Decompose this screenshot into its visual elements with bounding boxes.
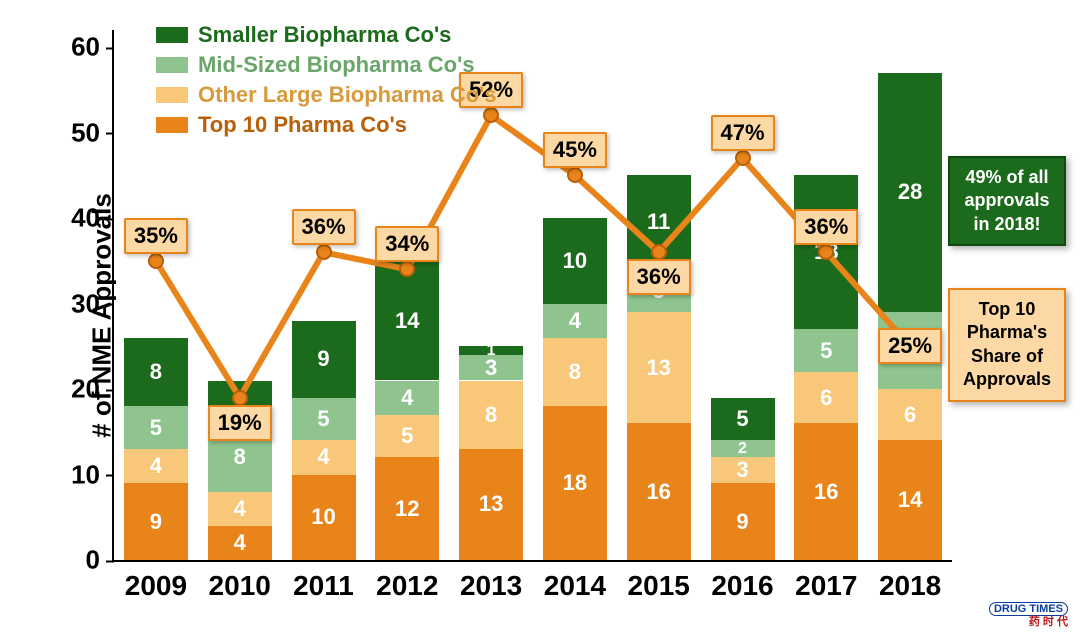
bar-segment-otherLarge: 5: [375, 415, 439, 458]
legend-item: Mid-Sized Biopharma Co's: [156, 52, 497, 78]
x-category: 2018: [868, 560, 952, 602]
line-marker: [316, 244, 332, 260]
bar-segment-midSized: 5: [292, 398, 356, 441]
bar-segment-otherLarge: 8: [459, 381, 523, 449]
legend-label: Mid-Sized Biopharma Co's: [198, 52, 475, 78]
line-marker: [818, 244, 834, 260]
line-marker: [399, 261, 415, 277]
watermark-brand1: DRUG TIMES: [989, 602, 1068, 616]
pct-label: 47%: [710, 115, 774, 151]
x-category: 2009: [114, 560, 198, 602]
x-category: 2014: [533, 560, 617, 602]
bar-segment-top10: 9: [711, 483, 775, 560]
y-tick: 10: [71, 459, 114, 490]
bar-segment-smaller: 14: [375, 261, 439, 381]
bar-segment-top10: 18: [543, 406, 607, 560]
pct-label: 19%: [208, 405, 272, 441]
line-marker: [148, 253, 164, 269]
watermark-brand2: 药 时 代: [1029, 616, 1068, 628]
x-category: 2013: [449, 560, 533, 602]
bar-segment-top10: 16: [627, 423, 691, 560]
bar-segment-top10: 12: [375, 457, 439, 560]
line-marker: [735, 150, 751, 166]
bar-segment-otherLarge: 6: [878, 389, 942, 440]
bar-segment-midSized: 2: [711, 440, 775, 457]
bar-segment-smaller: 1: [459, 346, 523, 355]
bar-segment-top10: 9: [124, 483, 188, 560]
y-tick: 60: [71, 32, 114, 63]
legend-label: Smaller Biopharma Co's: [198, 22, 451, 48]
x-category: 2015: [617, 560, 701, 602]
y-tick: 50: [71, 117, 114, 148]
bar-segment-otherLarge: 4: [292, 440, 356, 474]
bar-segment-top10: 10: [292, 475, 356, 560]
bar-segment-midSized: 4: [543, 304, 607, 338]
legend: Smaller Biopharma Co's Mid-Sized Biopharm…: [156, 22, 497, 142]
chart-container: # of NME Approvals Smaller Biopharma Co'…: [0, 0, 1080, 634]
bar-segment-otherLarge: 8: [543, 338, 607, 406]
bar-segment-otherLarge: 4: [208, 492, 272, 526]
legend-swatch: [156, 57, 188, 73]
x-category: 2017: [784, 560, 868, 602]
pct-label: 25%: [878, 328, 942, 364]
line-marker: [567, 167, 583, 183]
legend-swatch: [156, 27, 188, 43]
bar-segment-otherLarge: 13: [627, 312, 691, 423]
x-category: 2012: [365, 560, 449, 602]
x-category: 2016: [701, 560, 785, 602]
pct-label: 36%: [627, 259, 691, 295]
pct-label: 36%: [291, 209, 355, 245]
line-marker: [232, 390, 248, 406]
bar-segment-midSized: 4: [375, 381, 439, 415]
callout-49pct: 49% of all approvals in 2018!: [948, 156, 1066, 246]
bar-segment-smaller: 10: [543, 218, 607, 303]
bar-segment-top10: 16: [794, 423, 858, 560]
bar-segment-top10: 13: [459, 449, 523, 560]
pct-label: 45%: [543, 132, 607, 168]
bar-segment-midSized: 5: [124, 406, 188, 449]
bar-segment-midSized: 5: [794, 329, 858, 372]
bar-segment-otherLarge: 6: [794, 372, 858, 423]
line-marker: [651, 244, 667, 260]
y-tick: 0: [86, 545, 114, 576]
legend-label: Top 10 Pharma Co's: [198, 112, 407, 138]
bar-segment-otherLarge: 4: [124, 449, 188, 483]
legend-swatch: [156, 117, 188, 133]
legend-label: Other Large Biopharma Co's: [198, 82, 497, 108]
bar-segment-otherLarge: 3: [711, 457, 775, 483]
pct-label: 36%: [794, 209, 858, 245]
bar-segment-top10: 4: [208, 526, 272, 560]
watermark: DRUG TIMES 药 时 代: [989, 602, 1068, 628]
legend-item: Top 10 Pharma Co's: [156, 112, 497, 138]
y-tick: 40: [71, 203, 114, 234]
x-category: 2010: [198, 560, 282, 602]
x-category: 2011: [282, 560, 366, 602]
callout-share: Top 10 Pharma's Share of Approvals: [948, 288, 1066, 402]
bar-segment-smaller: 9: [292, 321, 356, 398]
bar-segment-smaller: 5: [711, 398, 775, 441]
legend-item: Smaller Biopharma Co's: [156, 22, 497, 48]
legend-swatch: [156, 87, 188, 103]
bar-segment-top10: 14: [878, 440, 942, 560]
pct-label: 35%: [124, 218, 188, 254]
legend-item: Other Large Biopharma Co's: [156, 82, 497, 108]
bar-segment-smaller: 8: [124, 338, 188, 406]
bar-segment-smaller: 28: [878, 73, 942, 312]
y-tick: 20: [71, 374, 114, 405]
pct-label: 34%: [375, 226, 439, 262]
y-tick: 30: [71, 288, 114, 319]
